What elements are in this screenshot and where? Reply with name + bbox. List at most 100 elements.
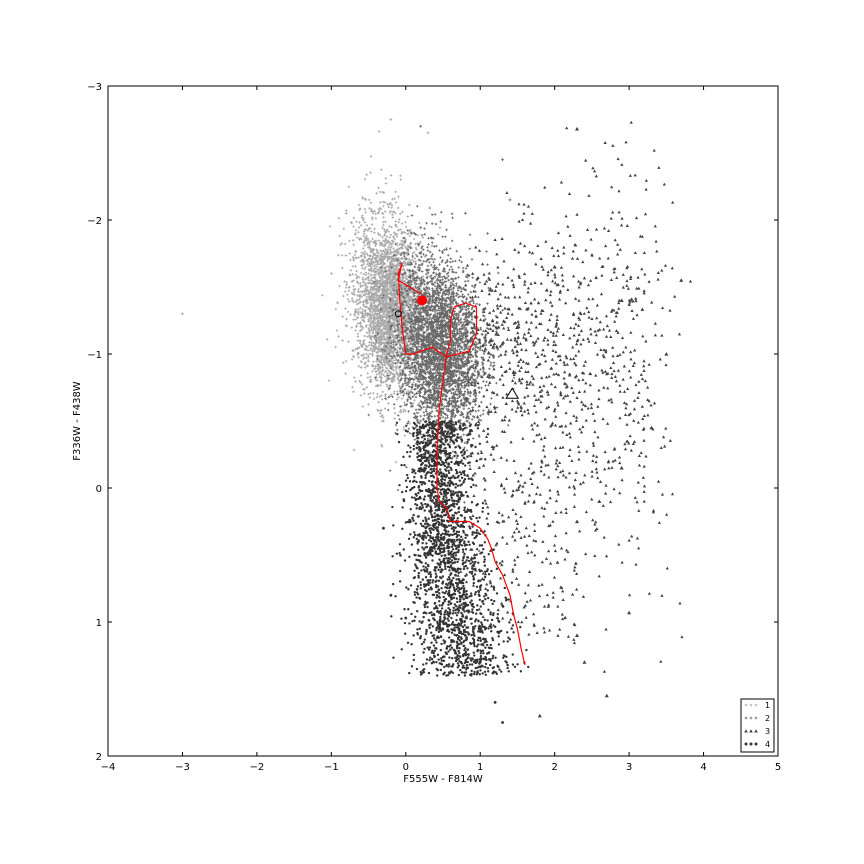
data-point bbox=[388, 236, 392, 239]
data-point bbox=[404, 220, 407, 224]
data-point bbox=[321, 294, 324, 297]
data-point bbox=[347, 185, 351, 188]
data-point bbox=[359, 259, 363, 263]
data-point bbox=[361, 308, 364, 311]
data-point bbox=[383, 375, 387, 378]
data-point bbox=[372, 212, 375, 215]
data-point bbox=[426, 290, 430, 294]
data-point bbox=[367, 393, 370, 396]
data-point bbox=[394, 223, 397, 226]
data-point bbox=[357, 226, 361, 229]
data-point bbox=[351, 265, 355, 268]
data-point bbox=[388, 241, 392, 245]
data-point bbox=[372, 360, 375, 363]
data-point bbox=[413, 399, 416, 402]
data-point bbox=[373, 264, 377, 267]
data-point bbox=[346, 298, 350, 301]
data-point bbox=[349, 258, 352, 262]
data-point bbox=[384, 242, 388, 245]
data-point bbox=[348, 252, 351, 255]
data-point bbox=[363, 342, 366, 346]
data-point bbox=[363, 177, 367, 181]
data-point bbox=[349, 269, 353, 272]
data-point bbox=[397, 195, 400, 199]
data-point bbox=[343, 242, 347, 246]
data-point bbox=[411, 252, 414, 255]
data-point bbox=[393, 411, 397, 415]
data-point bbox=[379, 241, 382, 244]
data-point bbox=[365, 259, 368, 262]
data-point bbox=[384, 231, 387, 235]
data-point bbox=[383, 240, 386, 243]
data-point bbox=[378, 346, 381, 349]
data-point bbox=[373, 305, 377, 309]
data-point bbox=[389, 201, 392, 205]
data-point bbox=[408, 234, 412, 238]
data-point bbox=[378, 209, 381, 213]
data-point bbox=[401, 240, 405, 243]
data-point bbox=[359, 322, 362, 326]
data-point bbox=[340, 242, 344, 245]
data-point bbox=[381, 190, 384, 194]
data-point bbox=[385, 350, 388, 353]
data-point bbox=[358, 329, 362, 332]
data-point bbox=[373, 231, 376, 234]
data-point bbox=[384, 182, 388, 185]
data-point bbox=[396, 304, 400, 308]
data-point bbox=[390, 226, 393, 229]
data-point bbox=[362, 262, 365, 266]
data-point bbox=[395, 232, 399, 236]
data-point bbox=[326, 338, 329, 341]
data-point bbox=[353, 293, 356, 296]
data-point bbox=[386, 228, 389, 231]
data-point bbox=[418, 221, 421, 225]
data-point bbox=[371, 370, 374, 373]
data-point bbox=[395, 364, 399, 368]
data-point bbox=[373, 227, 376, 231]
data-point bbox=[364, 271, 368, 274]
data-point bbox=[352, 243, 355, 247]
data-point bbox=[380, 443, 383, 447]
data-point bbox=[377, 130, 381, 133]
data-point bbox=[376, 294, 379, 298]
data-point bbox=[347, 340, 350, 343]
data-point bbox=[390, 242, 393, 245]
data-point bbox=[393, 406, 396, 410]
data-point bbox=[389, 210, 392, 213]
data-point bbox=[337, 216, 341, 220]
data-point bbox=[388, 203, 391, 206]
data-point bbox=[352, 349, 355, 353]
data-point bbox=[372, 391, 375, 395]
data-point bbox=[407, 232, 410, 235]
data-point bbox=[372, 269, 375, 272]
data-point bbox=[386, 346, 389, 349]
data-point bbox=[344, 290, 347, 293]
data-point bbox=[414, 242, 417, 246]
data-point bbox=[377, 338, 380, 341]
data-point bbox=[364, 278, 367, 281]
data-point bbox=[391, 251, 394, 254]
data-point bbox=[361, 218, 365, 222]
data-point bbox=[334, 307, 338, 311]
data-point bbox=[364, 361, 367, 364]
data-point bbox=[359, 343, 363, 347]
data-point bbox=[392, 359, 396, 362]
data-point bbox=[351, 272, 354, 276]
data-point bbox=[375, 248, 378, 252]
data-point bbox=[376, 312, 379, 315]
data-point bbox=[357, 313, 360, 316]
data-point bbox=[410, 368, 414, 371]
data-point bbox=[352, 279, 355, 282]
data-point bbox=[398, 384, 401, 388]
data-point bbox=[408, 203, 411, 207]
data-point bbox=[385, 235, 389, 238]
data-point bbox=[386, 269, 390, 272]
data-point bbox=[416, 370, 419, 373]
data-point bbox=[404, 409, 407, 413]
data-point bbox=[386, 372, 389, 375]
data-point bbox=[397, 256, 400, 260]
data-point bbox=[340, 254, 344, 257]
data-point bbox=[345, 283, 348, 286]
data-point bbox=[365, 224, 369, 227]
data-point bbox=[377, 303, 381, 306]
